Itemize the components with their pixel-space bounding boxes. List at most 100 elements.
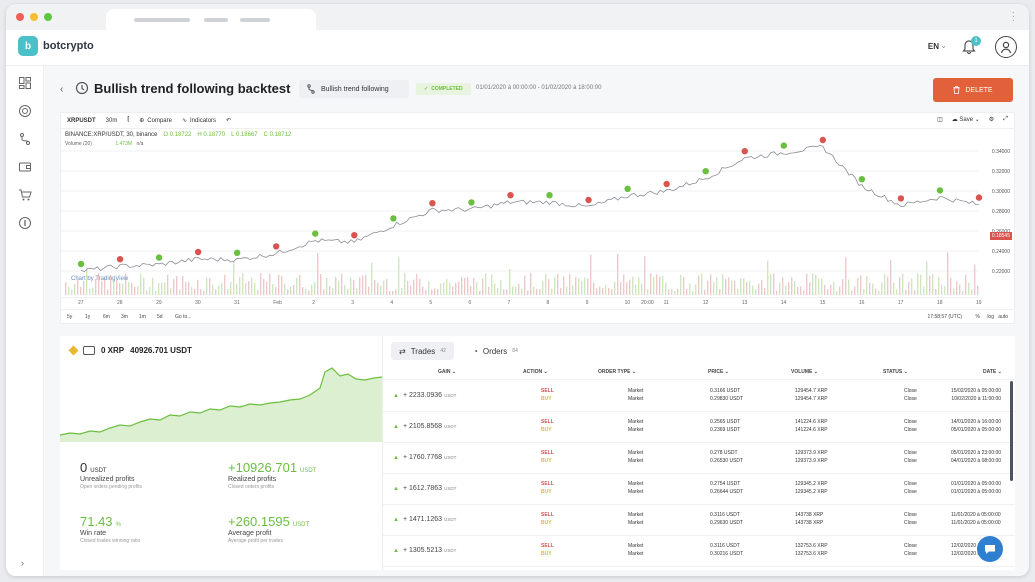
- back-icon[interactable]: ‹: [60, 84, 64, 95]
- type-cell: Market Market: [628, 511, 643, 527]
- indicators-button[interactable]: ∿ Indicators: [181, 117, 216, 125]
- language-selector[interactable]: EN: [927, 42, 939, 51]
- sell-marker[interactable]: [741, 148, 748, 155]
- column-header[interactable]: STATUS ⌄: [883, 369, 908, 375]
- tradingview-credit[interactable]: Chart by TradingView: [71, 276, 129, 282]
- table-row[interactable]: ▲ + 1760.7768 USDT SELL BUY Market Market 0.278…: [383, 443, 1015, 474]
- browser-menu-icon[interactable]: · · ·: [1011, 7, 1015, 26]
- maximize-dot[interactable]: [44, 13, 52, 21]
- table-row[interactable]: ▲ + 1305.5213 USDT SELL BUY Market Market 0.311…: [383, 536, 1015, 567]
- date-cell: 15/02/2020 à 05:00:00 10/02/2020 à 11:00:…: [951, 387, 1001, 403]
- interval-selector[interactable]: 30m: [105, 117, 118, 124]
- buy-marker[interactable]: [390, 215, 397, 222]
- volume-bar: [191, 286, 193, 295]
- column-header[interactable]: GAIN ⌄: [438, 369, 457, 375]
- buy-marker[interactable]: [233, 249, 241, 256]
- volume-bar: [716, 277, 718, 295]
- period-button[interactable]: 5y: [67, 314, 73, 320]
- column-header[interactable]: ACTION ⌄: [523, 369, 548, 375]
- settings-icon[interactable]: ⚙: [988, 117, 995, 123]
- delete-button[interactable]: DELETE: [933, 78, 1013, 102]
- undo-icon[interactable]: ↶: [226, 118, 232, 124]
- volume-bar: [488, 286, 490, 295]
- stat-unit: USDT: [300, 468, 317, 474]
- sell-marker[interactable]: [975, 194, 983, 201]
- table-header: GAIN ⌄ ACTION ⌄ ORDER TYPE ⌄ PRICE ⌄ VOLUME …: [383, 364, 1015, 380]
- column-header[interactable]: ORDER TYPE ⌄: [598, 369, 637, 375]
- volume-bar: [362, 275, 364, 295]
- column-header[interactable]: PRICE ⌄: [708, 369, 729, 375]
- sell-marker[interactable]: [819, 136, 827, 144]
- compare-button[interactable]: ⊕ Compare: [139, 117, 172, 125]
- period-button[interactable]: Go to...: [175, 314, 192, 320]
- table-row[interactable]: ▲ + 2233.0936 USDT SELL BUY Market Market 0.316…: [383, 381, 1015, 412]
- period-button[interactable]: 5d: [157, 314, 163, 320]
- chat-button[interactable]: [977, 536, 1003, 562]
- strategy-icon[interactable]: [18, 132, 32, 146]
- avatar[interactable]: [995, 36, 1017, 58]
- buy-marker[interactable]: [858, 176, 866, 183]
- buy-marker[interactable]: [780, 142, 787, 149]
- sell-marker[interactable]: [273, 243, 280, 250]
- column-header[interactable]: VOLUME ⌄: [791, 369, 818, 375]
- volume-legend: Volume (20) 1.473M n/a: [65, 141, 143, 147]
- table-row[interactable]: ▲ + 2105.8568 USDT SELL BUY Market Market 0.256…: [383, 412, 1015, 443]
- buy-marker[interactable]: [702, 168, 709, 175]
- logo[interactable]: b botcrypto: [18, 36, 94, 56]
- price-chart-panel[interactable]: XRPUSDT 30m ⫿ ⊕ Compare ∿ Indicators ↶ ◫ ☁…: [60, 112, 1015, 324]
- win-rate-stat: 71.43% Win rate Closed trades winning ra…: [80, 514, 225, 544]
- backtest-icon: [75, 81, 89, 95]
- indicators-icon: ∿: [181, 118, 188, 124]
- save-button[interactable]: ☁ Save ⌄: [951, 117, 980, 123]
- percent-toggle[interactable]: %: [975, 314, 980, 320]
- log-toggle[interactable]: log: [987, 314, 994, 320]
- period-button[interactable]: 6m: [103, 314, 110, 320]
- fullscreen-icon[interactable]: ⤢: [1003, 116, 1008, 122]
- browser-tab[interactable]: [106, 9, 316, 30]
- auto-toggle[interactable]: auto: [998, 314, 1008, 320]
- sell-marker[interactable]: [585, 196, 592, 204]
- bots-icon[interactable]: [18, 104, 32, 118]
- price-chart[interactable]: 0.340000.320000.300000.280000.260000.240…: [61, 129, 1016, 297]
- buy-marker[interactable]: [936, 187, 944, 194]
- buy-marker[interactable]: [546, 192, 553, 199]
- sell-marker[interactable]: [507, 192, 514, 199]
- candle-type-icon[interactable]: ⫿: [127, 117, 130, 123]
- sell-marker[interactable]: [351, 232, 358, 239]
- buy-marker[interactable]: [468, 199, 475, 206]
- column-header[interactable]: DATE ⌄: [983, 369, 1002, 375]
- info-icon[interactable]: [18, 216, 32, 230]
- buy-marker[interactable]: [155, 254, 163, 261]
- expand-sidebar-icon[interactable]: ›: [21, 558, 24, 568]
- volume-bar: [482, 278, 484, 295]
- wallet-icon[interactable]: [18, 160, 32, 174]
- symbol-selector[interactable]: XRPUSDT: [67, 117, 96, 124]
- action-value: SELL: [541, 512, 554, 518]
- sell-marker[interactable]: [897, 195, 905, 202]
- sell-marker[interactable]: [116, 256, 124, 263]
- chevron-down-icon[interactable]: ⌄: [940, 41, 947, 50]
- period-button[interactable]: 3m: [121, 314, 128, 320]
- dashboard-icon[interactable]: [18, 76, 32, 90]
- strategy-chip[interactable]: Bullish trend following: [299, 80, 409, 98]
- tab-trades[interactable]: ⇄ Trades 42: [391, 342, 454, 360]
- sell-marker[interactable]: [194, 248, 202, 256]
- close-dot[interactable]: [16, 13, 24, 21]
- table-row[interactable]: ▲ + 1612.7863 USDT SELL BUY Market Market 0.275…: [383, 474, 1015, 505]
- volume-bar: [815, 274, 817, 295]
- sell-marker[interactable]: [663, 180, 670, 188]
- camera-icon[interactable]: ◫: [937, 117, 943, 123]
- buy-marker[interactable]: [77, 260, 85, 268]
- tab-orders[interactable]: ◔ Orders 84: [465, 342, 526, 360]
- sell-marker[interactable]: [429, 200, 436, 207]
- cart-icon[interactable]: [18, 188, 32, 202]
- buy-marker[interactable]: [624, 185, 631, 192]
- x-tick-label: 27: [78, 300, 84, 306]
- minimize-dot[interactable]: [30, 13, 38, 21]
- table-row[interactable]: ▲ + 1471.1263 USDT SELL BUY Market Market 0.311…: [383, 505, 1015, 536]
- period-button[interactable]: 1m: [139, 314, 146, 320]
- volume-bar: [776, 290, 778, 295]
- period-button[interactable]: 1y: [85, 314, 91, 320]
- scrollbar[interactable]: [1010, 381, 1013, 481]
- buy-marker[interactable]: [312, 230, 319, 237]
